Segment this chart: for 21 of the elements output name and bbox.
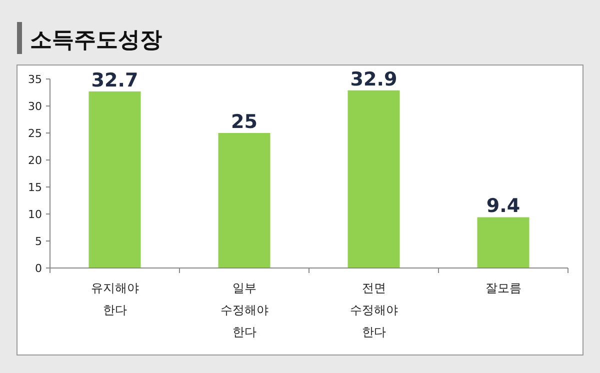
y-tick-label: 35 bbox=[28, 73, 42, 86]
x-tick-label: 전면 수정해야 한다 bbox=[350, 281, 398, 339]
x-tick-label: 잘모름 bbox=[485, 281, 522, 295]
x-tick-label: 유지해야 한다 bbox=[90, 281, 139, 317]
bar bbox=[88, 91, 141, 268]
y-tick-label: 25 bbox=[28, 127, 42, 140]
x-tick-label: 일부 수정해야 한다 bbox=[220, 281, 268, 339]
y-tick-label: 10 bbox=[28, 208, 42, 221]
bar bbox=[348, 90, 400, 268]
y-tick-label: 15 bbox=[28, 181, 42, 194]
data-label: 32.7 bbox=[91, 69, 138, 92]
y-tick-label: 0 bbox=[35, 262, 42, 275]
bar bbox=[477, 217, 530, 268]
data-label: 32.9 bbox=[350, 68, 398, 90]
chart-title: 소득주도성장 bbox=[30, 28, 162, 53]
y-tick-label: 5 bbox=[35, 235, 42, 248]
data-label: 9.4 bbox=[486, 195, 520, 218]
data-label: 25 bbox=[231, 111, 258, 133]
y-tick-label: 20 bbox=[28, 154, 42, 167]
y-tick-label: 30 bbox=[28, 100, 42, 113]
bar bbox=[218, 133, 270, 268]
